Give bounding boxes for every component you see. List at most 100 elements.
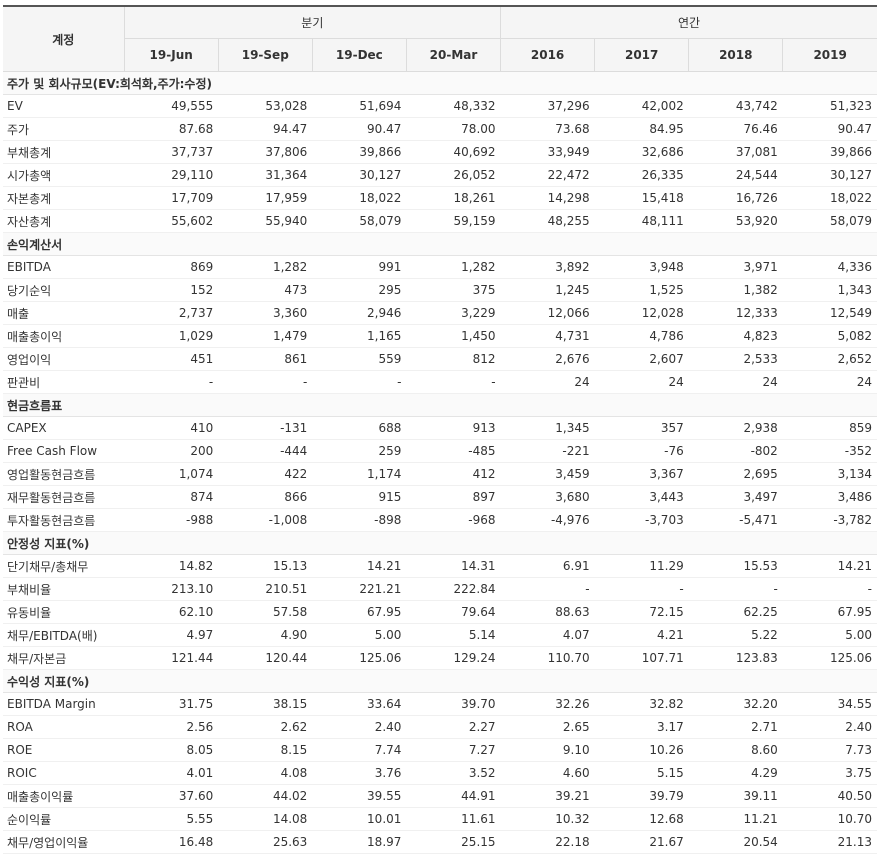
row-label: 주가 — [3, 117, 125, 141]
value-cell: 25.63 — [218, 830, 313, 854]
value-cell: - — [500, 577, 595, 601]
value-cell: 10.32 — [500, 807, 595, 831]
value-cell: 31,364 — [218, 163, 313, 187]
row-label: 재무활동현금흐름 — [3, 485, 125, 509]
table-row: 단기채무/총채무 14.82 15.13 14.21 14.31 6.91 11.29 15.… — [3, 554, 877, 578]
row-label: 부채비율 — [3, 577, 125, 601]
value-cell: 58,079 — [312, 209, 407, 233]
value-cell: 7.74 — [312, 738, 407, 762]
value-cell: 1,282 — [406, 255, 501, 279]
value-cell: 451 — [124, 347, 219, 371]
value-cell: 1,282 — [218, 255, 313, 279]
value-cell: 14.08 — [218, 807, 313, 831]
period-header: 19-Sep — [217, 38, 313, 72]
value-cell: 1,245 — [500, 278, 595, 302]
account-header: 계정 — [3, 5, 125, 72]
value-cell: - — [124, 370, 219, 394]
value-cell: 3.17 — [594, 715, 689, 739]
value-cell: 2,652 — [782, 347, 877, 371]
table-row: 채무/영업이익율 16.48 25.63 18.97 25.15 22.18 21.67 20… — [3, 830, 877, 854]
value-cell: 14.21 — [782, 554, 877, 578]
value-cell: 37,806 — [218, 140, 313, 164]
value-cell: 3,229 — [406, 301, 501, 325]
value-cell: 559 — [312, 347, 407, 371]
value-cell: 812 — [406, 347, 501, 371]
value-cell: 62.25 — [688, 600, 783, 624]
value-cell: 11.61 — [406, 807, 501, 831]
value-cell: -5,471 — [688, 508, 783, 532]
value-cell: 3,948 — [594, 255, 689, 279]
period-header: 20-Mar — [405, 38, 501, 72]
value-cell: 2,607 — [594, 347, 689, 371]
value-cell: 2.40 — [782, 715, 877, 739]
section-row: 손익계산서 — [3, 232, 877, 256]
value-cell: 422 — [218, 462, 313, 486]
value-cell: -444 — [218, 439, 313, 463]
annual-group-header: 연간 — [500, 5, 877, 39]
value-cell: 29,110 — [124, 163, 219, 187]
value-cell: 3,134 — [782, 462, 877, 486]
value-cell: -898 — [312, 508, 407, 532]
value-cell: -221 — [500, 439, 595, 463]
period-header: 2017 — [594, 38, 689, 72]
value-cell: 869 — [124, 255, 219, 279]
value-cell: 72.15 — [594, 600, 689, 624]
value-cell: 26,335 — [594, 163, 689, 187]
value-cell: 410 — [124, 416, 219, 440]
value-cell: 2,695 — [688, 462, 783, 486]
value-cell: -3,782 — [782, 508, 877, 532]
value-cell: 15.53 — [688, 554, 783, 578]
quarter-group-header: 분기 — [124, 5, 501, 39]
value-cell: - — [218, 370, 313, 394]
value-cell: 4.29 — [688, 761, 783, 785]
value-cell: 8.05 — [124, 738, 219, 762]
section-title: 수익성 지표(%) — [3, 669, 877, 693]
value-cell: 107.71 — [594, 646, 689, 670]
value-cell: 59,159 — [406, 209, 501, 233]
table-row: 재무활동현금흐름 874 866 915 897 3,680 3,443 3,497 3,486 — [3, 485, 877, 509]
table-row: 부채총계 37,737 37,806 39,866 40,692 33,949 32,686… — [3, 140, 877, 164]
row-label: 채무/자본금 — [3, 646, 125, 670]
value-cell: 120.44 — [218, 646, 313, 670]
value-cell: 88.63 — [500, 600, 595, 624]
table-row: 매출총이익률 37.60 44.02 39.55 44.91 39.21 39.79 39.1… — [3, 784, 877, 808]
value-cell: 2,946 — [312, 301, 407, 325]
value-cell: 259 — [312, 439, 407, 463]
value-cell: - — [406, 370, 501, 394]
period-header: 2019 — [782, 38, 877, 72]
value-cell: 21.13 — [782, 830, 877, 854]
value-cell: 12,028 — [594, 301, 689, 325]
value-cell: 222.84 — [406, 577, 501, 601]
value-cell: 17,709 — [124, 186, 219, 210]
value-cell: 1,343 — [782, 278, 877, 302]
value-cell: 2.62 — [218, 715, 313, 739]
value-cell: 18,261 — [406, 186, 501, 210]
value-cell: 11.21 — [688, 807, 783, 831]
value-cell: -131 — [218, 416, 313, 440]
table-row: ROIC 4.01 4.08 3.76 3.52 4.60 5.15 4.29 3.75 — [3, 761, 877, 785]
value-cell: 67.95 — [312, 600, 407, 624]
value-cell: 79.64 — [406, 600, 501, 624]
value-cell: -1,008 — [218, 508, 313, 532]
value-cell: 5,082 — [782, 324, 877, 348]
row-label: ROIC — [3, 761, 125, 785]
table-row: 시가총액 29,110 31,364 30,127 26,052 22,472 26,335… — [3, 163, 877, 187]
value-cell: 31.75 — [124, 692, 219, 716]
value-cell: 2,676 — [500, 347, 595, 371]
value-cell: 5.15 — [594, 761, 689, 785]
row-label: 부채총계 — [3, 140, 125, 164]
value-cell: 4.01 — [124, 761, 219, 785]
value-cell: 42,002 — [594, 94, 689, 118]
value-cell: -485 — [406, 439, 501, 463]
table-row: EV 49,555 53,028 51,694 48,332 37,296 42,002 43… — [3, 94, 877, 118]
value-cell: 375 — [406, 278, 501, 302]
value-cell: 3,497 — [688, 485, 783, 509]
value-cell: - — [688, 577, 783, 601]
value-cell: 1,345 — [500, 416, 595, 440]
value-cell: 53,028 — [218, 94, 313, 118]
value-cell: 12,549 — [782, 301, 877, 325]
row-label: 채무/EBITDA(배) — [3, 623, 125, 647]
section-row: 수익성 지표(%) — [3, 669, 877, 693]
value-cell: 12,333 — [688, 301, 783, 325]
value-cell: -352 — [782, 439, 877, 463]
